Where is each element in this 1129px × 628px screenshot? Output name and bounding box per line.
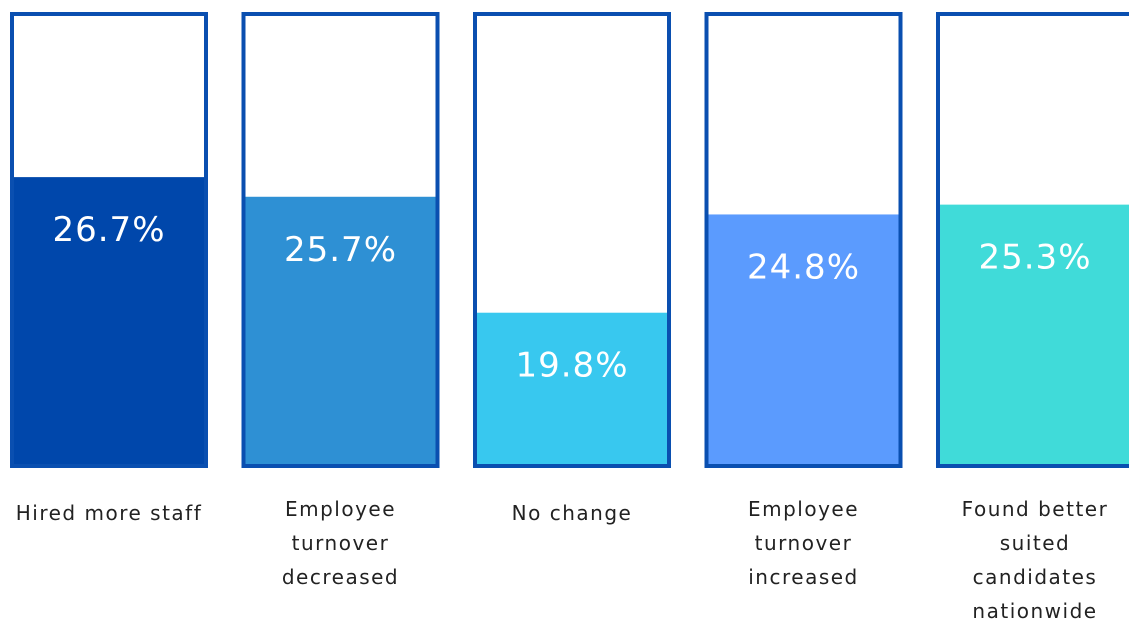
value-label: 19.8% [515,346,628,386]
bar-frame [704,12,903,468]
category-label: Employee turnover decreased [281,497,400,589]
value-label: 25.7% [284,230,397,270]
value-label: 26.7% [52,210,165,250]
bar-frame [473,12,671,468]
bar [243,196,438,467]
bar [938,204,1129,466]
category-label: Found better suited candidates nationwid… [961,497,1109,623]
bar-frame [10,12,208,468]
value-label: 25.3% [978,238,1091,278]
bar [12,177,206,466]
category-label: No change [511,501,633,525]
bar-frame [241,12,440,468]
bar [706,214,901,466]
bar-frame [936,12,1129,468]
bar [475,312,669,466]
value-label: 24.8% [747,247,860,287]
category-label: Employee turnover increased [747,497,860,589]
category-label: Hired more staff [15,501,203,525]
